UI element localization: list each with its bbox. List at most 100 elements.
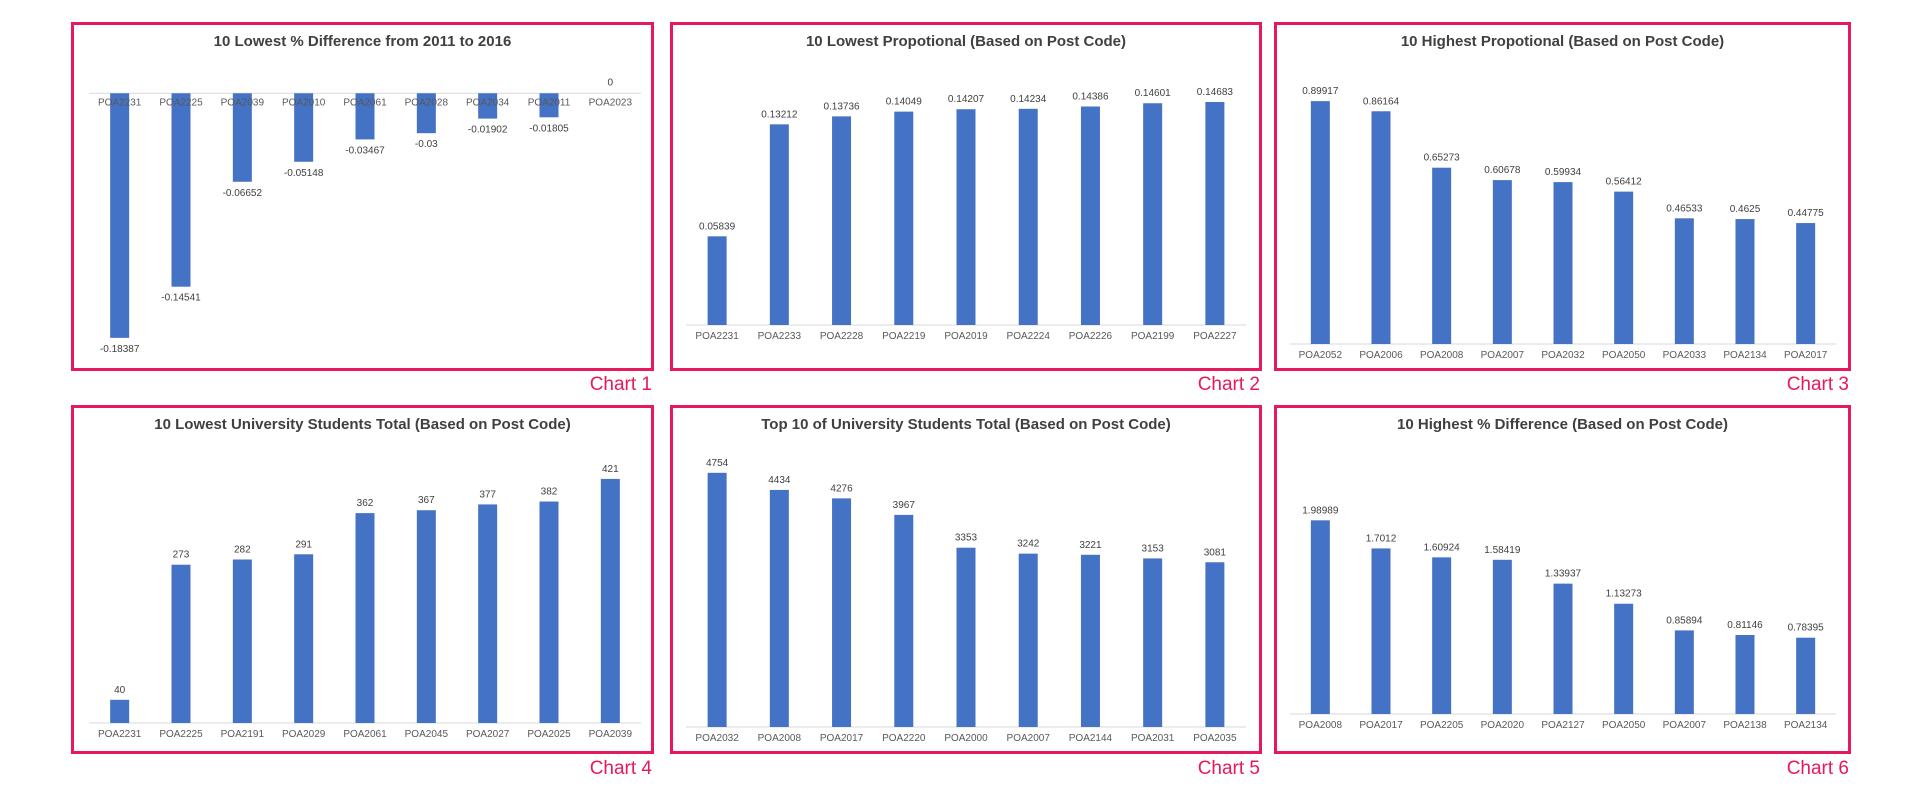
category-label: POA2231: [695, 331, 739, 342]
bar: [171, 93, 191, 287]
chart-title: 10 Highest Propotional (Based on Post Co…: [1401, 33, 1724, 50]
data-label: 3353: [955, 533, 978, 544]
category-label: POA2224: [1007, 331, 1051, 342]
data-label: 4434: [768, 475, 791, 486]
category-label: POA2227: [1193, 331, 1237, 342]
bar: [478, 504, 498, 723]
data-label: 0.05839: [699, 221, 736, 232]
chart-1-panel: [71, 22, 654, 371]
data-label: -0.18387: [100, 344, 140, 355]
data-label: 1.60924: [1424, 542, 1461, 553]
bar: [1553, 583, 1573, 714]
category-label: POA2225: [159, 729, 203, 740]
category-label: POA2028: [405, 97, 449, 108]
category-label: POA2061: [343, 729, 387, 740]
category-label: POA2199: [1131, 331, 1175, 342]
category-label: POA2029: [282, 729, 326, 740]
chart-title: 10 Lowest % Difference from 2011 to 2016: [214, 33, 512, 50]
category-label: POA2033: [1663, 350, 1707, 361]
bar: [1614, 603, 1634, 714]
chart-3-number-label: Chart 3: [1786, 374, 1849, 395]
data-label: 4276: [830, 483, 853, 494]
bar: [1492, 180, 1512, 344]
chart-title: 10 Highest % Difference (Based on Post C…: [1397, 416, 1728, 433]
bar: [1492, 559, 1512, 714]
category-label: POA2008: [1420, 350, 1464, 361]
data-label: 0.4625: [1730, 204, 1761, 215]
category-label: POA2007: [1663, 720, 1707, 731]
category-label: POA2023: [589, 97, 633, 108]
bar: [956, 109, 976, 325]
data-label: 0.59934: [1545, 167, 1582, 178]
data-label: 3081: [1204, 547, 1227, 558]
bar: [832, 498, 852, 727]
chart-6: 10 Highest % Difference (Based on Post C…: [1290, 416, 1836, 731]
category-label: POA2127: [1541, 720, 1585, 731]
bar: [1371, 548, 1391, 714]
bar: [956, 547, 976, 727]
bar: [1432, 167, 1452, 344]
category-label: POA2039: [221, 97, 265, 108]
data-label: 0.14683: [1197, 87, 1234, 98]
data-label: -0.14541: [161, 293, 201, 304]
category-label: POA2045: [405, 729, 449, 740]
data-label: 0: [608, 77, 614, 88]
data-label: 1.13273: [1606, 589, 1643, 600]
data-label: 382: [541, 487, 558, 498]
data-label: -0.03: [415, 139, 438, 150]
bar: [1143, 558, 1163, 727]
data-label: 1.33937: [1545, 569, 1582, 580]
data-label: 40: [114, 685, 126, 696]
data-label: -0.01805: [529, 123, 569, 134]
category-label: POA2032: [1541, 350, 1585, 361]
bar: [355, 93, 375, 140]
category-label: POA2008: [758, 733, 802, 744]
data-label: -0.05148: [284, 168, 324, 179]
chart-6-number-label: Chart 6: [1786, 758, 1849, 779]
category-label: POA2233: [758, 331, 802, 342]
data-label: 367: [418, 495, 435, 506]
data-label: 0.60678: [1484, 165, 1521, 176]
bar: [232, 559, 252, 723]
category-label: POA2035: [1193, 733, 1237, 744]
bar: [894, 111, 914, 325]
bar: [539, 93, 559, 118]
category-label: POA2011: [528, 97, 571, 108]
category-label: POA2000: [944, 733, 988, 744]
data-label: 0.14049: [886, 97, 923, 108]
category-label: POA2032: [695, 733, 739, 744]
bar: [416, 510, 436, 723]
chart-5: Top 10 of University Students Total (Bas…: [686, 416, 1246, 744]
data-label: 0.89917: [1302, 86, 1339, 97]
bar: [1018, 108, 1038, 325]
chart-4: 10 Lowest University Students Total (Bas…: [89, 416, 641, 740]
bar: [1205, 562, 1225, 727]
data-label: 282: [234, 545, 251, 556]
bar: [1018, 553, 1038, 727]
category-label: POA2019: [944, 331, 988, 342]
category-label: POA2027: [466, 729, 510, 740]
bar: [1735, 635, 1755, 714]
data-label: 0.56412: [1606, 177, 1643, 188]
category-label: POA2010: [282, 97, 326, 108]
chart-3: 10 Highest Propotional (Based on Post Co…: [1290, 33, 1836, 361]
bar: [1310, 520, 1330, 714]
chart-2: 10 Lowest Propotional (Based on Post Cod…: [686, 33, 1246, 342]
data-label: 0.14386: [1072, 92, 1109, 103]
data-label: 1.98989: [1302, 505, 1339, 516]
bar: [171, 564, 191, 723]
bar: [232, 93, 252, 182]
data-label: -0.01902: [468, 125, 508, 136]
bar: [1796, 637, 1816, 714]
bar: [478, 93, 498, 119]
data-label: 3221: [1079, 540, 1102, 551]
data-label: 421: [602, 464, 619, 475]
category-label: POA2138: [1723, 720, 1767, 731]
chart-1: 10 Lowest % Difference from 2011 to 2016…: [89, 33, 641, 355]
category-label: POA2050: [1602, 350, 1646, 361]
data-label: 291: [295, 539, 312, 550]
data-label: 0.14207: [948, 94, 985, 105]
category-label: POA2008: [1299, 720, 1343, 731]
bar: [1371, 111, 1391, 344]
data-label: 0.44775: [1788, 208, 1825, 219]
